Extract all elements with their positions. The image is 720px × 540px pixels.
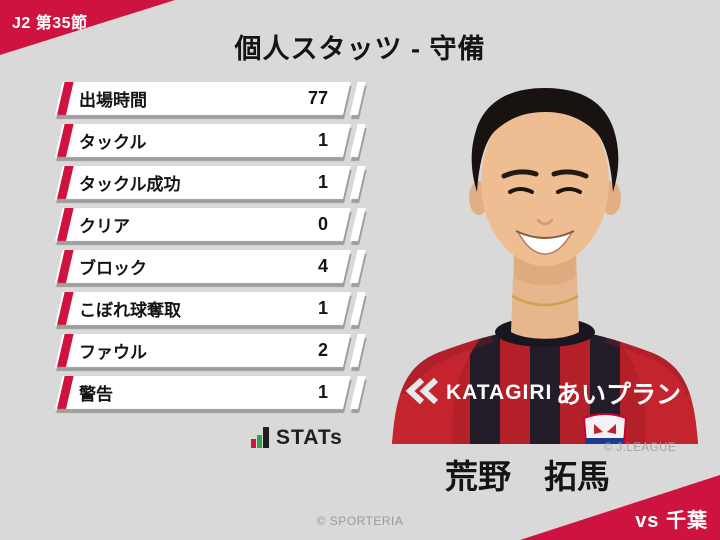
stats-list: 出場時間 77 タックル 1 タックル成功 1 クリア 0 (55, 82, 366, 418)
opponent-label: vs 千葉 (635, 510, 708, 532)
stat-value: 2 (317, 340, 328, 360)
row-accent-bar (57, 124, 74, 157)
eyebrow (551, 169, 589, 179)
page-title: 個人スタッツ - 守備 (234, 34, 486, 64)
stat-value: 1 (317, 298, 328, 318)
stats-brand-label: STATs (276, 426, 343, 449)
player-illustration: KATAGIRI あいプラン (392, 88, 698, 444)
sponsor-text-secondary: あいプラン (556, 381, 681, 409)
site-credit: © SPORTERIA (316, 514, 404, 528)
player-photo: KATAGIRI あいプラン © J.LEAGUE (388, 82, 710, 454)
smile-line (515, 230, 575, 239)
row-tail (350, 124, 366, 157)
stat-label: 警告 (79, 385, 113, 404)
nose (536, 218, 554, 226)
row-accent-bar (57, 292, 74, 325)
row-tail (350, 250, 366, 283)
stat-row: ファウル 2 (55, 334, 366, 367)
stat-value: 1 (317, 130, 328, 150)
stat-label: クリア (79, 217, 130, 236)
stat-row: こぼれ球奪取 1 (55, 292, 366, 325)
row-accent-bar (57, 250, 74, 283)
row-accent-bar (57, 208, 74, 241)
row-tail (350, 208, 366, 241)
necklace (511, 294, 579, 307)
stat-value: 1 (317, 382, 328, 402)
row-accent-bar (57, 334, 74, 367)
stat-label: ブロック (79, 259, 147, 278)
stat-row: ブロック 4 (55, 250, 366, 283)
stat-label: こぼれ球奪取 (79, 301, 181, 320)
stat-label: タックル成功 (79, 175, 181, 194)
row-tail (350, 82, 366, 115)
row-tail (350, 292, 366, 325)
row-accent-bar (57, 82, 74, 115)
stat-label: タックル (79, 133, 147, 152)
stat-row: タックル成功 1 (55, 166, 366, 199)
stat-label: ファウル (79, 343, 147, 362)
hair (471, 88, 619, 192)
stat-value: 0 (317, 214, 328, 234)
eyebrow (501, 169, 539, 179)
row-tail (350, 334, 366, 367)
row-accent-bar (57, 376, 74, 409)
bar-chart-icon (251, 427, 269, 448)
face (481, 98, 609, 266)
stat-row: 出場時間 77 (55, 82, 366, 115)
stat-value: 1 (317, 172, 328, 192)
sponsor-chevron-icon (405, 377, 439, 405)
stat-row: タックル 1 (55, 124, 366, 157)
photo-credit: © J.LEAGUE (603, 442, 676, 454)
player-name: 荒野 拓馬 (445, 458, 610, 495)
stat-row: 警告 1 (55, 376, 366, 409)
sponsor-text-main: KATAGIRI (446, 381, 552, 404)
eye (556, 187, 582, 194)
row-accent-bar (57, 166, 74, 199)
stat-label: 出場時間 (79, 91, 147, 110)
row-tail (350, 376, 366, 409)
match-round-label: J2 第35節 (12, 15, 88, 32)
row-tail (350, 166, 366, 199)
stat-value: 77 (307, 88, 328, 108)
stat-value: 4 (317, 256, 328, 276)
stats-brand: STATs (251, 424, 343, 448)
club-crest (582, 413, 628, 444)
stat-row: クリア 0 (55, 208, 366, 241)
eye (508, 187, 534, 194)
